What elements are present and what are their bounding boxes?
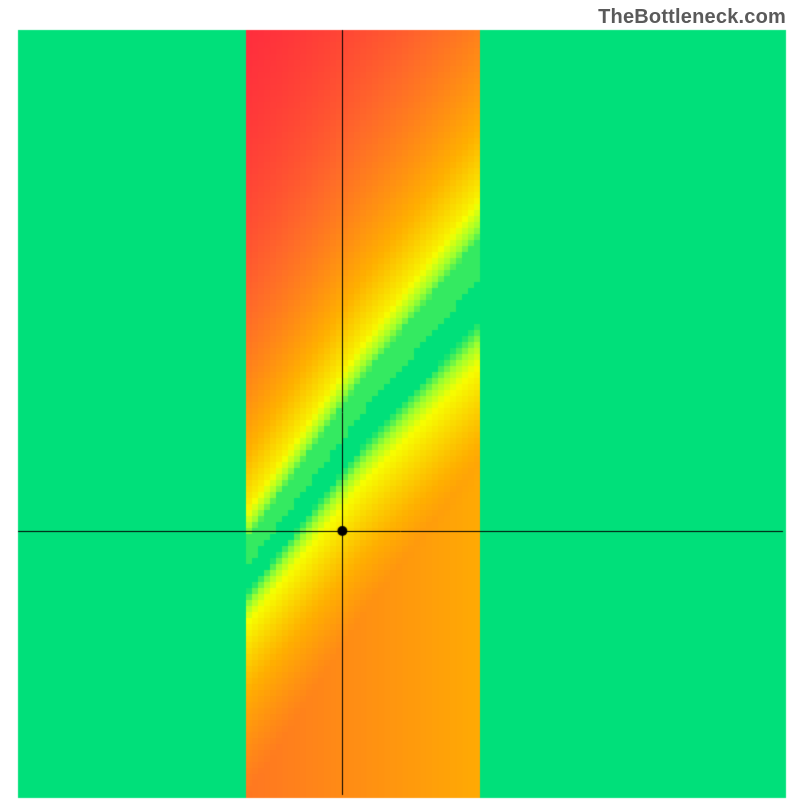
bottleneck-heatmap — [0, 0, 800, 800]
attribution-label: TheBottleneck.com — [598, 6, 786, 29]
